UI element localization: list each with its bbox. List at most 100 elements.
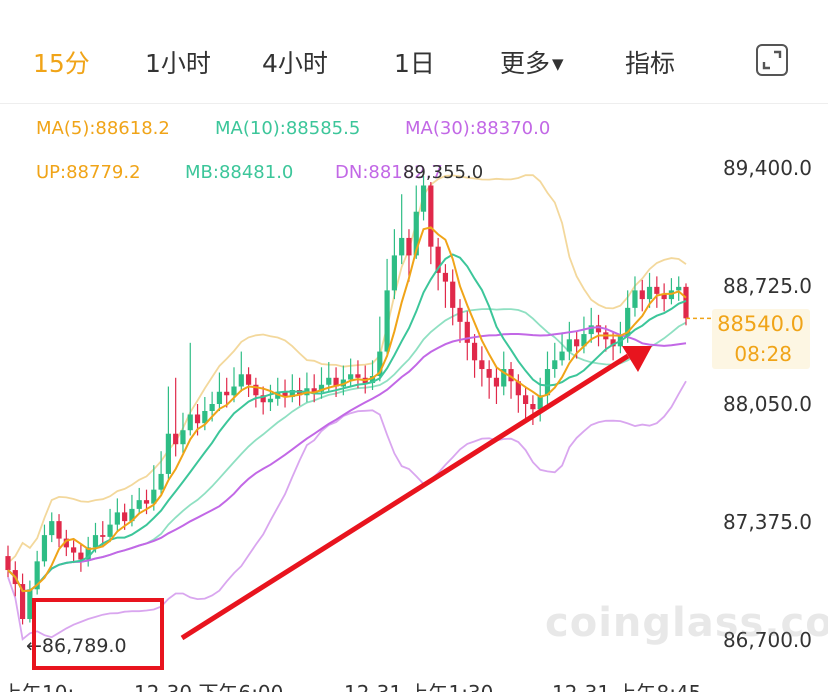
candle-body bbox=[194, 414, 201, 424]
candle-body bbox=[464, 321, 470, 343]
y-tick-label: 89,400.0 bbox=[723, 156, 812, 180]
candle-body bbox=[508, 369, 514, 382]
tab-indicators[interactable]: 指标 bbox=[625, 49, 676, 78]
candle-body bbox=[479, 360, 485, 370]
tab-more-label: 更多 bbox=[500, 49, 551, 78]
candle-body bbox=[493, 377, 500, 387]
candle-body bbox=[78, 552, 84, 560]
candle-body bbox=[333, 377, 339, 387]
y-tick-label: 88,050.0 bbox=[723, 392, 812, 416]
legend-mb: MB:88481.0 bbox=[185, 162, 294, 183]
timeframe-tabs: 15分 1小时 4小时 1日 更多 ▼ 指标 bbox=[0, 0, 828, 104]
chevron-down-icon: ▼ bbox=[552, 55, 564, 73]
candle-body bbox=[428, 185, 434, 247]
candle-body bbox=[435, 246, 441, 273]
candle-body bbox=[216, 391, 223, 404]
candle-body bbox=[114, 512, 120, 525]
annotation-trend-line bbox=[180, 353, 630, 641]
candle-body bbox=[355, 374, 361, 378]
boll-up-line bbox=[7, 174, 687, 564]
candle-body bbox=[544, 369, 551, 396]
candle-body bbox=[501, 369, 507, 387]
candle-body bbox=[165, 433, 171, 474]
candle-body bbox=[595, 325, 602, 333]
candle-body bbox=[85, 547, 91, 560]
y-tick-label: 87,375.0 bbox=[723, 510, 812, 534]
candle-body bbox=[530, 404, 536, 410]
legend-dn: DN:88182.7 bbox=[335, 162, 443, 183]
tab-1hour[interactable]: 1小时 bbox=[145, 49, 211, 78]
candle-body bbox=[56, 521, 62, 539]
high-price-label: 89,355.0 bbox=[403, 162, 483, 183]
annotation-box bbox=[32, 598, 164, 670]
candle-body bbox=[260, 395, 266, 403]
legend-ma10: MA(10):88585.5 bbox=[215, 118, 361, 139]
candle-body bbox=[661, 293, 667, 300]
candle-body bbox=[537, 395, 543, 410]
candle-body bbox=[348, 374, 354, 380]
candle-body bbox=[326, 377, 332, 385]
y-tick-label: 86,700.0 bbox=[723, 628, 812, 652]
candle-body bbox=[289, 390, 295, 398]
candle-body bbox=[399, 237, 405, 256]
candle-body bbox=[63, 538, 69, 548]
boll-dn-line bbox=[7, 380, 687, 641]
candle-body bbox=[92, 535, 99, 548]
candle-countdown: 08:28 bbox=[734, 342, 792, 366]
candle-body bbox=[413, 211, 419, 256]
ma5-line bbox=[7, 226, 687, 593]
candle-body bbox=[457, 307, 463, 322]
tab-15min[interactable]: 15分 bbox=[33, 49, 90, 78]
candle-body bbox=[231, 386, 237, 396]
candle-body bbox=[209, 404, 215, 411]
candle-body bbox=[41, 535, 48, 562]
candle-body bbox=[566, 339, 572, 352]
candle-body bbox=[610, 339, 616, 347]
candle-body bbox=[559, 351, 565, 361]
x-tick-label: 上午10: bbox=[2, 681, 74, 692]
legend-ma5: MA(5):88618.2 bbox=[36, 118, 170, 139]
current-price-tag: 88540.0 08:28 bbox=[712, 309, 810, 369]
candle-body bbox=[515, 381, 521, 396]
candle-body bbox=[187, 414, 193, 431]
current-price: 88540.0 bbox=[717, 312, 804, 336]
candle-body bbox=[391, 255, 397, 291]
tab-divider bbox=[0, 103, 828, 104]
expand-icon[interactable] bbox=[756, 44, 788, 76]
legend-ma30: MA(30):88370.0 bbox=[405, 118, 551, 139]
candle-body bbox=[238, 374, 244, 387]
candle-body bbox=[574, 339, 580, 347]
candle-body bbox=[420, 185, 427, 212]
x-tick-label: 12-30 下午6:00 bbox=[134, 681, 283, 692]
candle-body bbox=[245, 374, 252, 385]
y-tick-label: 88,725.0 bbox=[723, 274, 812, 298]
x-tick-label: 12-31 上午8:45 bbox=[552, 681, 701, 692]
candle-body bbox=[318, 384, 325, 392]
candle-body bbox=[632, 290, 638, 308]
candle-body bbox=[625, 307, 631, 336]
tab-1day[interactable]: 1日 bbox=[394, 49, 435, 78]
candle-body bbox=[27, 589, 33, 620]
watermark: coinglass.com bbox=[545, 600, 828, 646]
annotation-arrowhead bbox=[622, 346, 652, 372]
candle-body bbox=[471, 342, 478, 361]
candle-body bbox=[646, 286, 653, 300]
candle-body bbox=[369, 376, 376, 384]
tab-4hour[interactable]: 4小时 bbox=[262, 49, 328, 78]
tab-more[interactable]: 更多 ▼ bbox=[500, 44, 564, 80]
candle-body bbox=[71, 547, 77, 553]
x-tick-label: 12-31 上午1:30 bbox=[344, 681, 493, 692]
candle-body bbox=[107, 524, 113, 537]
candle-body bbox=[552, 360, 558, 370]
candle-body bbox=[173, 433, 179, 445]
candle-body bbox=[100, 535, 106, 537]
candle-body bbox=[151, 489, 157, 504]
candle-body bbox=[581, 334, 587, 347]
candle-body bbox=[122, 512, 128, 522]
low-price-label: ←86,789.0 bbox=[26, 635, 127, 657]
candle-body bbox=[442, 272, 449, 282]
candle-body bbox=[486, 369, 492, 378]
candle-body bbox=[49, 521, 55, 536]
candle-body bbox=[19, 584, 26, 620]
